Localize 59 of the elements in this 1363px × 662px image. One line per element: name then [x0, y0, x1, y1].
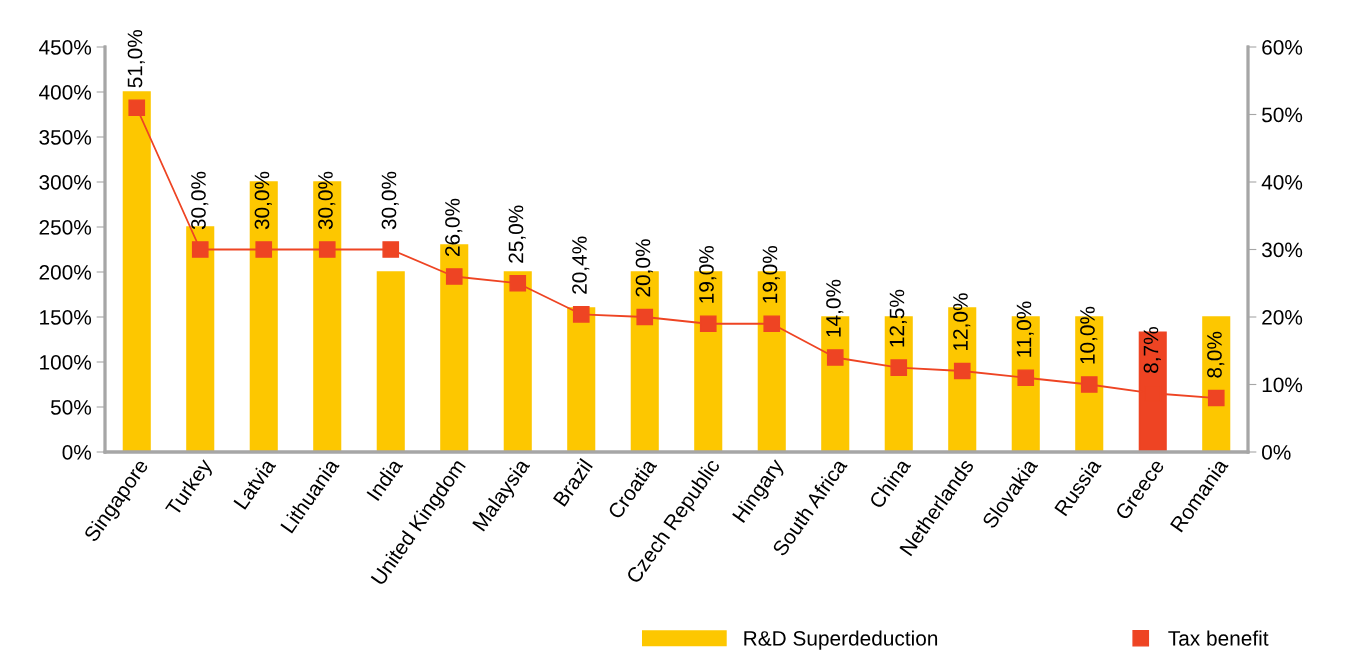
data-label: 19,0%	[699, 245, 717, 303]
data-label: 20,0%	[635, 239, 653, 297]
legend-label: Tax benefit	[1168, 630, 1269, 646]
point	[509, 274, 527, 292]
point	[128, 99, 146, 117]
bar	[122, 91, 151, 452]
data-label: 19,0%	[762, 245, 780, 303]
y2-tick-label: 20%	[1262, 310, 1303, 325]
y2-tick-label: 60%	[1262, 40, 1303, 55]
data-label: 10,0%	[1080, 306, 1098, 364]
point	[1017, 369, 1035, 387]
data-label: 51,0%	[127, 29, 145, 88]
y-tick-label: 150%	[40, 310, 92, 325]
point	[382, 241, 400, 258]
bar	[503, 271, 532, 452]
y-tick-label: 400%	[39, 85, 92, 100]
point	[318, 241, 336, 258]
y-tick-label: 250%	[39, 220, 92, 235]
data-label: 30,0%	[191, 171, 209, 230]
bar	[1202, 316, 1231, 452]
data-label: 8,7%	[1143, 327, 1161, 373]
bar	[376, 271, 405, 452]
point	[826, 349, 844, 366]
y-tick-label: 100%	[40, 355, 92, 370]
y2-tick-label: 30%	[1261, 242, 1303, 258]
legend-label: R&D Superdeduction	[744, 630, 938, 650]
point	[1080, 376, 1098, 393]
y2-tick-label: 50%	[1262, 107, 1303, 123]
point	[1207, 389, 1225, 407]
data-label: 14,0%	[826, 279, 844, 337]
bar	[567, 307, 596, 452]
point	[763, 315, 781, 333]
y2-tick-label: 0%	[1262, 445, 1291, 460]
point	[191, 241, 209, 258]
y-tick-label: 50%	[50, 400, 92, 415]
data-label: 8,0%	[1207, 331, 1225, 378]
point	[445, 268, 463, 285]
point	[572, 305, 590, 323]
data-label: 25,0%	[508, 205, 526, 263]
data-label: 20,4%	[572, 236, 590, 294]
y-tick-label: 0%	[62, 445, 92, 460]
y2-tick-label: 40%	[1261, 175, 1303, 190]
point	[890, 359, 908, 376]
y-tick-label: 300%	[39, 175, 92, 190]
data-label: 30,0%	[318, 171, 336, 230]
y2-tick-label: 10%	[1262, 377, 1303, 393]
data-label: 12,0%	[953, 293, 971, 350]
data-label: 30,0%	[381, 171, 399, 230]
point	[636, 308, 654, 326]
data-label: 30,0%	[254, 171, 272, 230]
point	[953, 362, 971, 380]
y-tick-label: 350%	[39, 130, 92, 145]
y-tick-label: 450%	[39, 40, 92, 55]
data-label: 12,5%	[889, 289, 907, 347]
data-label: 26,0%	[445, 198, 463, 257]
data-label: 11,0%	[1016, 301, 1034, 357]
point	[699, 315, 717, 333]
point	[255, 241, 273, 258]
y-tick-label: 200%	[39, 265, 92, 280]
